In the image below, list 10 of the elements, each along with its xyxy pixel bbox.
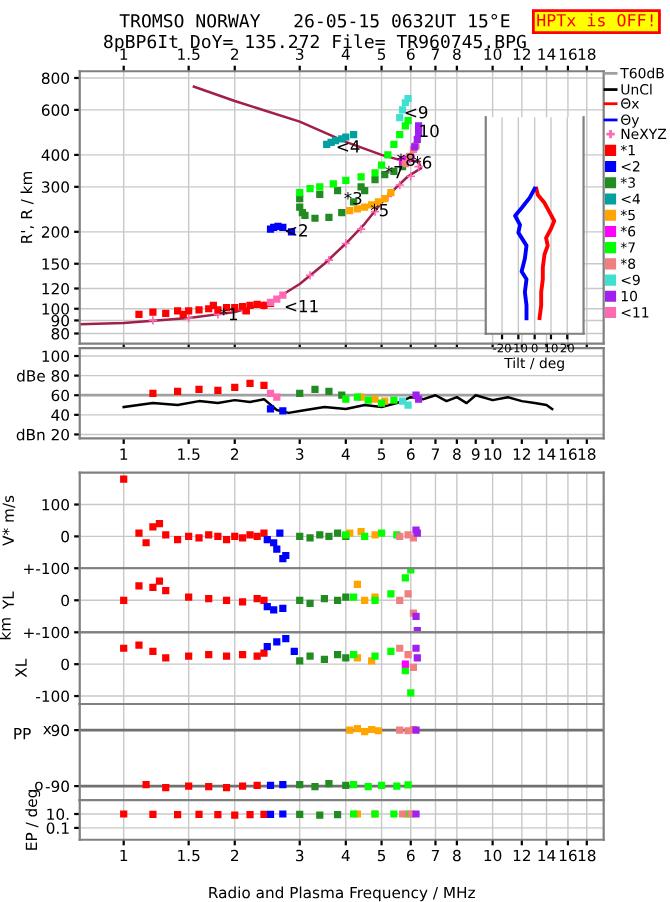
text: HPTx is OFF! bbox=[537, 13, 653, 27]
annotation: <11 bbox=[285, 300, 318, 313]
annotation: *8 bbox=[397, 153, 415, 167]
annotation: <9 bbox=[405, 105, 428, 119]
annotation: *3 bbox=[344, 191, 362, 205]
annotation: <4 bbox=[337, 140, 360, 153]
annotation: *5 bbox=[370, 203, 388, 217]
chart-title: TROMSO NORWAY 26-05-15 0632UT 15°E bbox=[119, 13, 510, 28]
annotation: *6 bbox=[413, 156, 432, 169]
annotation: *7 bbox=[385, 165, 403, 179]
